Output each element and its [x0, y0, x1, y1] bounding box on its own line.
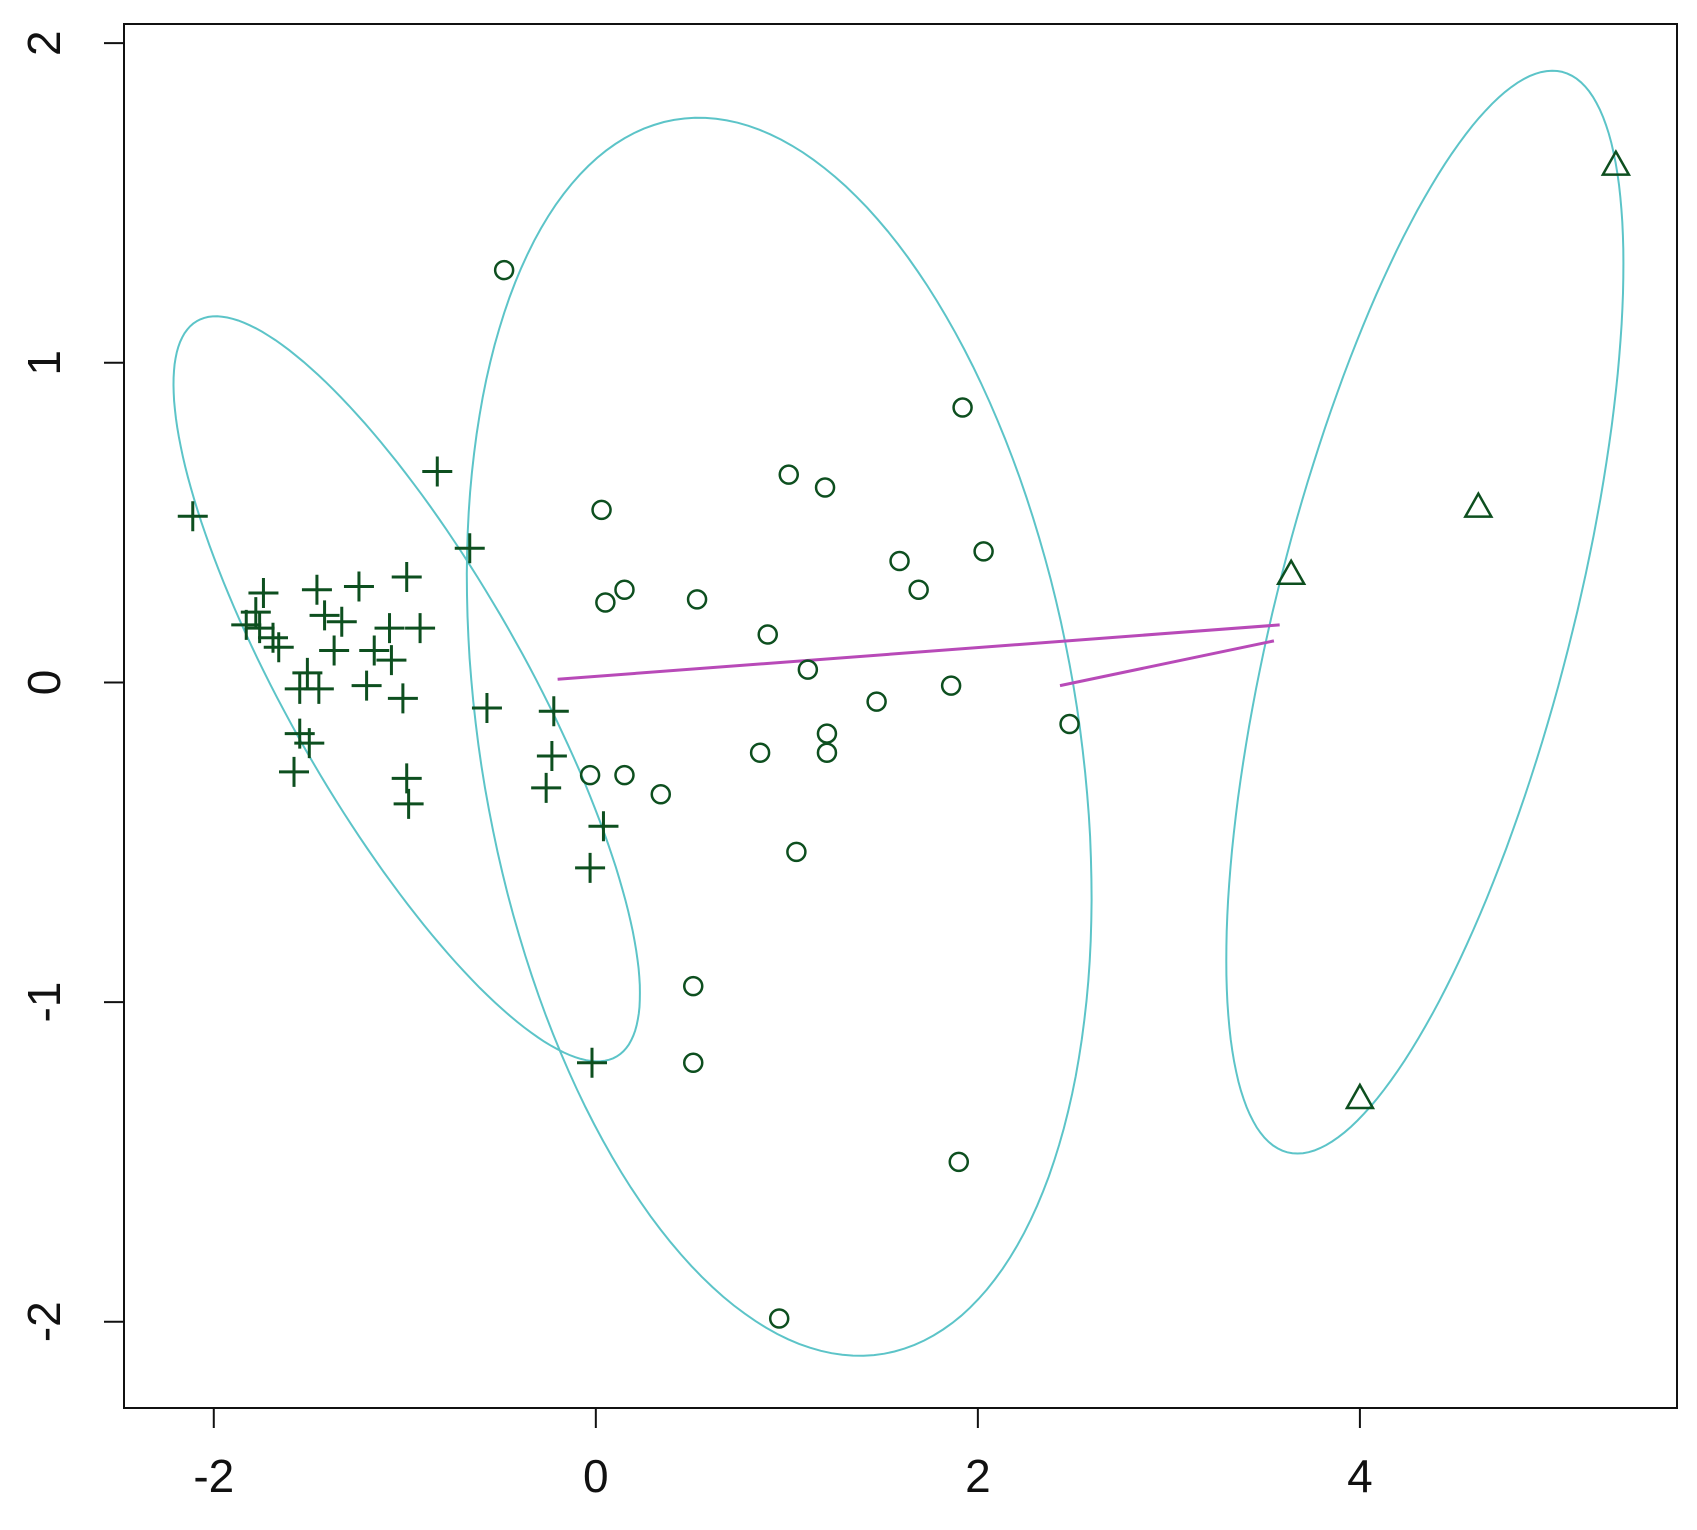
- plus-point: [279, 756, 310, 787]
- y-tick-label: 0: [18, 670, 70, 696]
- plus-point: [588, 811, 619, 842]
- circle-point: [682, 1052, 704, 1074]
- circle-point: [940, 675, 962, 696]
- x-tick-label: 4: [1347, 1450, 1373, 1502]
- plot-box: [123, 23, 1678, 1409]
- plus-point: [531, 772, 562, 803]
- plus-point: [303, 673, 334, 704]
- plus-point: [422, 456, 453, 487]
- cluster-link: [1059, 639, 1275, 688]
- plus-point: [405, 613, 436, 644]
- y-tick-label: -1: [18, 982, 70, 1023]
- circle-point: [866, 691, 887, 712]
- plus-point: [575, 852, 606, 883]
- circle-point: [1059, 713, 1080, 735]
- circle-point: [579, 764, 601, 786]
- circle-point: [952, 397, 973, 418]
- circle-point: [889, 550, 910, 572]
- cluster-ellipse: [465, 116, 1093, 1357]
- plus-point: [231, 609, 262, 640]
- circle-point: [686, 589, 708, 610]
- circle-point: [614, 764, 635, 786]
- cluster-ellipse: [1225, 69, 1625, 1155]
- triangle-point: [1275, 558, 1307, 586]
- circle-point: [595, 592, 616, 613]
- plus-point: [351, 670, 382, 701]
- circle-point: [816, 742, 838, 764]
- plus-point: [343, 571, 374, 602]
- plus-point: [374, 613, 405, 644]
- circle-point: [768, 1308, 790, 1329]
- plus-point: [536, 740, 567, 771]
- circle-point: [682, 975, 704, 997]
- plus-point: [393, 788, 424, 819]
- circle-point: [757, 624, 778, 645]
- plus-point: [391, 763, 422, 794]
- y-tick-label: 2: [18, 30, 70, 56]
- circle-point: [948, 1151, 970, 1173]
- plus-point: [248, 577, 279, 608]
- circle-point: [778, 464, 800, 485]
- plus-point: [301, 574, 332, 605]
- plus-point: [292, 657, 323, 688]
- plus-point: [376, 645, 407, 676]
- triangle-point: [1600, 149, 1632, 176]
- circle-point: [814, 477, 836, 498]
- x-tick-label: -2: [193, 1450, 234, 1502]
- plus-point: [359, 635, 390, 666]
- circle-point: [797, 659, 819, 680]
- plus-point: [294, 728, 325, 759]
- plus-point: [454, 533, 485, 564]
- circle-point: [591, 499, 612, 521]
- plus-point: [319, 635, 350, 666]
- plus-point: [538, 696, 569, 727]
- x-tick-label: 2: [965, 1450, 991, 1502]
- plus-point: [577, 1047, 608, 1078]
- x-tick-label: 0: [583, 1450, 609, 1502]
- circle-point: [973, 541, 994, 562]
- plus-point: [177, 501, 208, 532]
- circle-point: [749, 742, 771, 764]
- circle-point: [908, 579, 929, 600]
- triangle-point: [1463, 491, 1494, 518]
- plus-point: [326, 606, 357, 637]
- plus-point: [263, 632, 294, 663]
- circle-point: [650, 784, 672, 805]
- cluster-link: [557, 623, 1280, 681]
- y-tick-label: -2: [18, 1301, 70, 1342]
- cluster-ellipse: [172, 315, 641, 1063]
- plus-point: [391, 561, 422, 592]
- plus-point: [387, 683, 418, 714]
- plus-point: [309, 600, 340, 631]
- y-tick-label: 1: [18, 350, 70, 376]
- circle-point: [493, 259, 515, 281]
- plus-point: [471, 693, 502, 724]
- circle-point: [614, 579, 635, 600]
- triangle-point: [1344, 1082, 1376, 1110]
- circle-point: [786, 841, 807, 863]
- circle-point: [816, 723, 838, 744]
